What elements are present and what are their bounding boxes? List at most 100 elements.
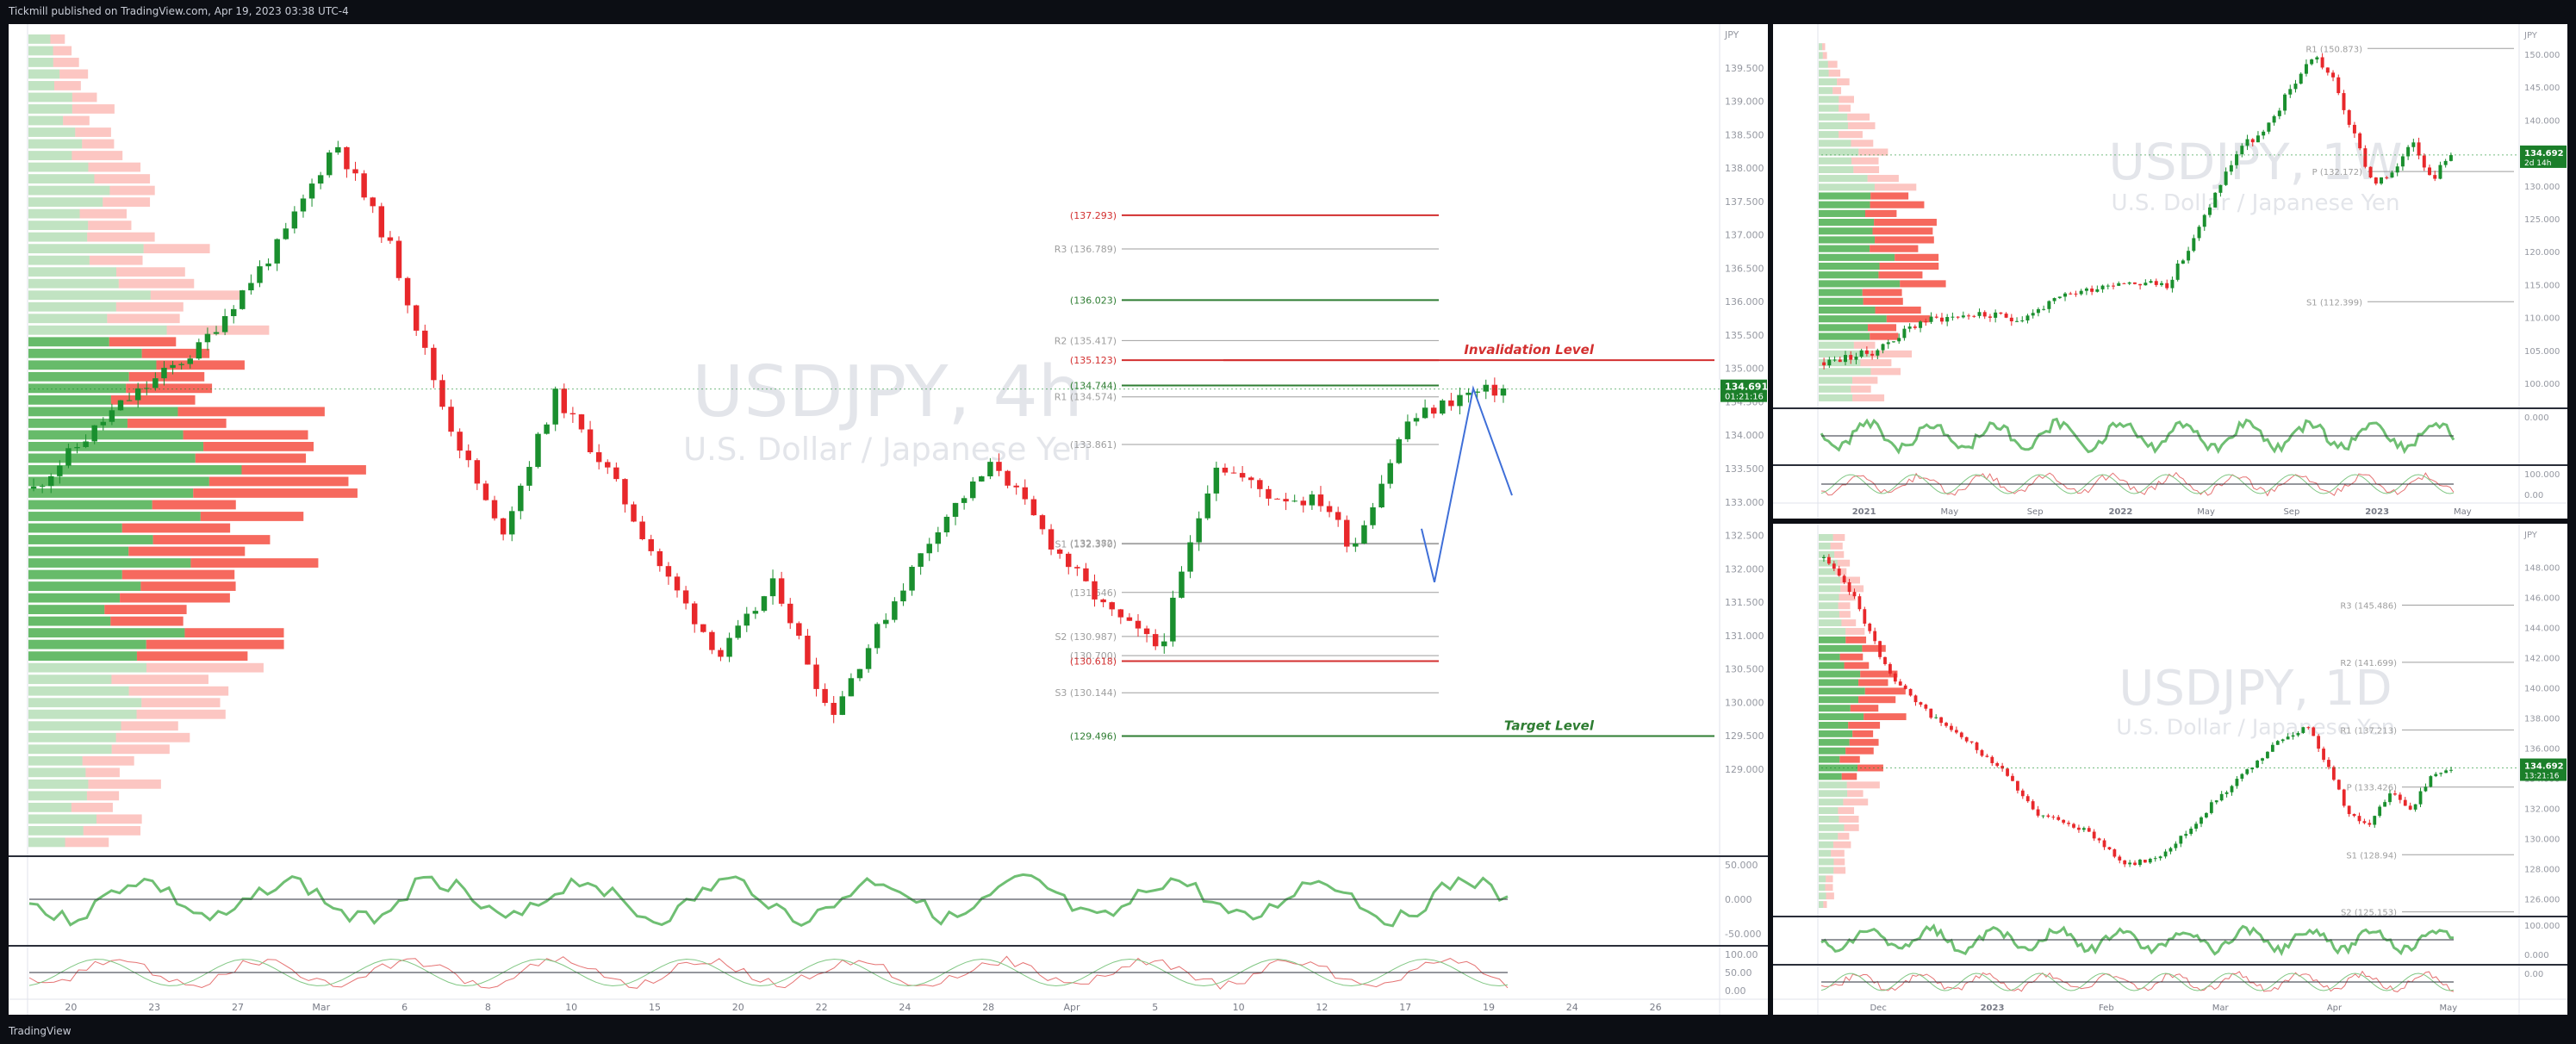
weekly-chart-svg[interactable]: USDJPY, 1WU.S. Dollar / Japanese Yen R1 (… — [1773, 24, 2567, 519]
volume-profile-bar-up — [28, 721, 121, 731]
candle-down — [1873, 631, 1877, 642]
candle-up — [317, 175, 324, 184]
volume-profile-bar-up — [1819, 696, 1859, 704]
candle-up — [2406, 146, 2411, 157]
volume-profile-bar-down — [1844, 823, 1859, 831]
y-tick-label: 137.000 — [1725, 230, 1764, 241]
y-tick-label: 133.500 — [1725, 463, 1764, 475]
candle-up — [2230, 786, 2234, 792]
candle-down — [1898, 681, 1902, 686]
y-tick-label: 140.000 — [2524, 116, 2560, 126]
candle-up — [2153, 858, 2157, 860]
candle-up — [1977, 312, 1982, 316]
volume-profile-bar-down — [1823, 901, 1827, 909]
candle-down — [622, 479, 628, 505]
volume-profile-bar-down — [72, 92, 97, 103]
volume-profile-bar-down — [1833, 858, 1845, 866]
candle-up — [2380, 177, 2384, 184]
candle-down — [1956, 316, 1960, 318]
countdown-text: 01:21:16 — [1725, 393, 1764, 402]
volume-profile-bar-down — [1848, 722, 1881, 729]
volume-profile-bar-up — [1819, 297, 1864, 305]
candle-down — [1878, 641, 1882, 657]
volume-profile-bar-down — [1858, 696, 1896, 704]
candle-down — [796, 623, 802, 636]
volume-profile-bar-up — [1819, 140, 1851, 147]
candle-up — [769, 578, 776, 597]
y-tick-label: 128.000 — [2524, 866, 2560, 875]
daily-chart-svg[interactable]: USDJPY, 1DU.S. Dollar / Japanese Yen R3 (… — [1773, 524, 2567, 1015]
volume-profile-bar-up — [1819, 773, 1842, 780]
candle-down — [1969, 741, 1974, 743]
candle-down — [2092, 831, 2096, 839]
candle-up — [935, 532, 942, 544]
candle-down — [1985, 755, 1989, 757]
volume-profile-bar-down — [53, 46, 72, 56]
candle-down — [2056, 817, 2061, 820]
candle-up — [57, 465, 63, 476]
candle-down — [2112, 285, 2115, 287]
candle-up — [2117, 283, 2121, 286]
candle-up — [1378, 483, 1384, 507]
candle-down — [1975, 742, 1979, 750]
y-tick-label: 136.000 — [2524, 745, 2560, 755]
candle-down — [2357, 816, 2361, 822]
volume-profile-bar-down — [1853, 165, 1880, 174]
daily-chart-panel[interactable]: USDJPY, 1D U.S. Dollar / Japanese Yen R3 (… — [1773, 524, 2567, 1015]
candle-up — [2218, 184, 2223, 193]
candle-down — [1972, 315, 1976, 317]
volume-profile-bar-up — [28, 244, 144, 254]
price-level-label: (130.700) — [1070, 650, 1117, 662]
volume-profile-bar-up — [1819, 705, 1851, 712]
candle-up — [2400, 156, 2405, 167]
candle-up — [2299, 73, 2303, 84]
candle-down — [1842, 575, 1846, 583]
volume-profile-bar-up — [28, 488, 194, 498]
candle-down — [1929, 708, 1933, 718]
oscillator-line — [28, 873, 1509, 928]
candle-down — [1988, 316, 1992, 318]
candle-down — [457, 432, 463, 451]
candle-down — [1066, 553, 1072, 568]
candle-up — [848, 678, 855, 697]
x-tick-label: 15 — [649, 1002, 661, 1013]
volume-profile-bar-down — [1838, 807, 1855, 815]
candle-down — [2336, 780, 2341, 790]
candle-up — [969, 481, 976, 499]
candle-down — [1982, 312, 1987, 317]
volume-profile-bar-down — [1878, 271, 1923, 279]
volume-profile-bar-up — [1819, 687, 1865, 695]
candle-up — [2310, 59, 2314, 65]
volume-profile-bar-up — [28, 814, 96, 824]
candle-up — [48, 475, 54, 487]
y-tick-label: 136.500 — [1725, 263, 1764, 274]
volume-profile-bar-down — [152, 535, 271, 544]
candle-up — [874, 624, 880, 649]
candle-up — [327, 152, 333, 176]
candle-up — [196, 342, 202, 359]
candle-up — [2052, 298, 2056, 301]
weekly-chart-panel[interactable]: USDJPY, 1W U.S. Dollar / Japanese Yen R1 (… — [1773, 24, 2567, 519]
volume-profile-bar-up — [28, 512, 201, 521]
candle-down — [648, 538, 654, 551]
main-chart-panel[interactable]: USDJPY, 4h U.S. Dollar / Japanese Yen (137… — [9, 24, 1768, 1015]
candle-up — [2275, 741, 2280, 745]
x-tick-label: 6 — [401, 1002, 408, 1013]
candle-down — [1919, 702, 1923, 705]
volume-profile-bar-down — [1843, 799, 1869, 806]
candle-up — [1187, 542, 1193, 572]
candle-up — [1465, 392, 1472, 395]
main-chart-svg[interactable]: USDJPY, 4hU.S. Dollar / Japanese Yen (137… — [9, 24, 1768, 1015]
volume-profile-bar-down — [121, 569, 235, 580]
candle-down — [2422, 155, 2426, 168]
volume-profile-bar-up — [28, 628, 185, 638]
volume-profile-bar-up — [1819, 157, 1852, 165]
candle-up — [308, 183, 315, 199]
volume-profile-bar-up — [28, 755, 83, 766]
volume-profile-bar-down — [1867, 324, 1897, 332]
volume-profile-bar-down — [82, 139, 115, 149]
volume-profile-bar-up — [1819, 236, 1876, 244]
candle-up — [2229, 165, 2233, 172]
volume-profile-bar-down — [1826, 892, 1834, 900]
y-tick-label: 100.000 — [2524, 380, 2560, 389]
